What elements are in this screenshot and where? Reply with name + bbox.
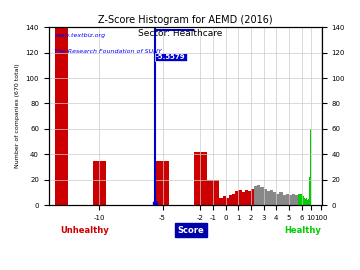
Bar xyxy=(286,194,289,205)
Bar xyxy=(254,186,257,205)
Bar xyxy=(267,191,270,205)
Bar xyxy=(302,195,303,205)
Bar xyxy=(55,27,68,205)
Bar xyxy=(273,193,276,205)
Bar xyxy=(245,190,248,205)
Bar xyxy=(93,161,105,205)
Bar xyxy=(289,195,292,205)
Bar xyxy=(242,193,245,205)
Bar xyxy=(298,194,302,205)
Bar xyxy=(251,189,254,205)
Bar xyxy=(309,177,310,205)
Bar xyxy=(270,190,273,205)
Bar xyxy=(216,199,219,205)
Bar xyxy=(264,189,267,205)
Text: www.textbiz.org: www.textbiz.org xyxy=(54,32,105,38)
Bar xyxy=(279,193,283,205)
Text: Score: Score xyxy=(177,226,204,235)
Bar xyxy=(219,198,222,205)
Text: The Research Foundation of SUNY: The Research Foundation of SUNY xyxy=(54,49,162,53)
Text: Sector: Healthcare: Sector: Healthcare xyxy=(138,29,222,38)
Bar xyxy=(232,194,235,205)
Bar xyxy=(257,185,261,205)
Bar xyxy=(226,198,229,205)
Bar xyxy=(307,200,308,205)
Bar xyxy=(310,129,311,205)
Title: Z-Score Histogram for AEMD (2016): Z-Score Histogram for AEMD (2016) xyxy=(98,15,273,25)
Text: -5.5579: -5.5579 xyxy=(156,54,186,60)
Bar xyxy=(304,198,305,205)
Bar xyxy=(292,194,295,205)
Bar xyxy=(308,199,309,205)
Bar xyxy=(306,198,307,205)
Y-axis label: Number of companies (670 total): Number of companies (670 total) xyxy=(15,64,20,168)
Bar xyxy=(156,161,169,205)
Text: Healthy: Healthy xyxy=(284,226,321,235)
Bar xyxy=(222,196,226,205)
Bar xyxy=(238,190,242,205)
Bar xyxy=(276,194,279,205)
Bar xyxy=(229,195,232,205)
Bar xyxy=(194,152,207,205)
Bar xyxy=(320,196,321,205)
Bar xyxy=(303,196,304,205)
Bar xyxy=(283,195,286,205)
Bar xyxy=(305,199,306,205)
Text: Unhealthy: Unhealthy xyxy=(60,226,109,235)
Bar xyxy=(235,191,238,205)
Bar xyxy=(213,200,216,205)
Bar xyxy=(248,191,251,205)
Bar xyxy=(207,180,219,205)
Bar xyxy=(261,187,264,205)
Bar xyxy=(295,195,298,205)
